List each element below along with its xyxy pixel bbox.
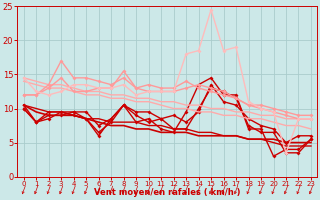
X-axis label: Vent moyen/en rafales ( km/h ): Vent moyen/en rafales ( km/h ): [94, 188, 241, 197]
